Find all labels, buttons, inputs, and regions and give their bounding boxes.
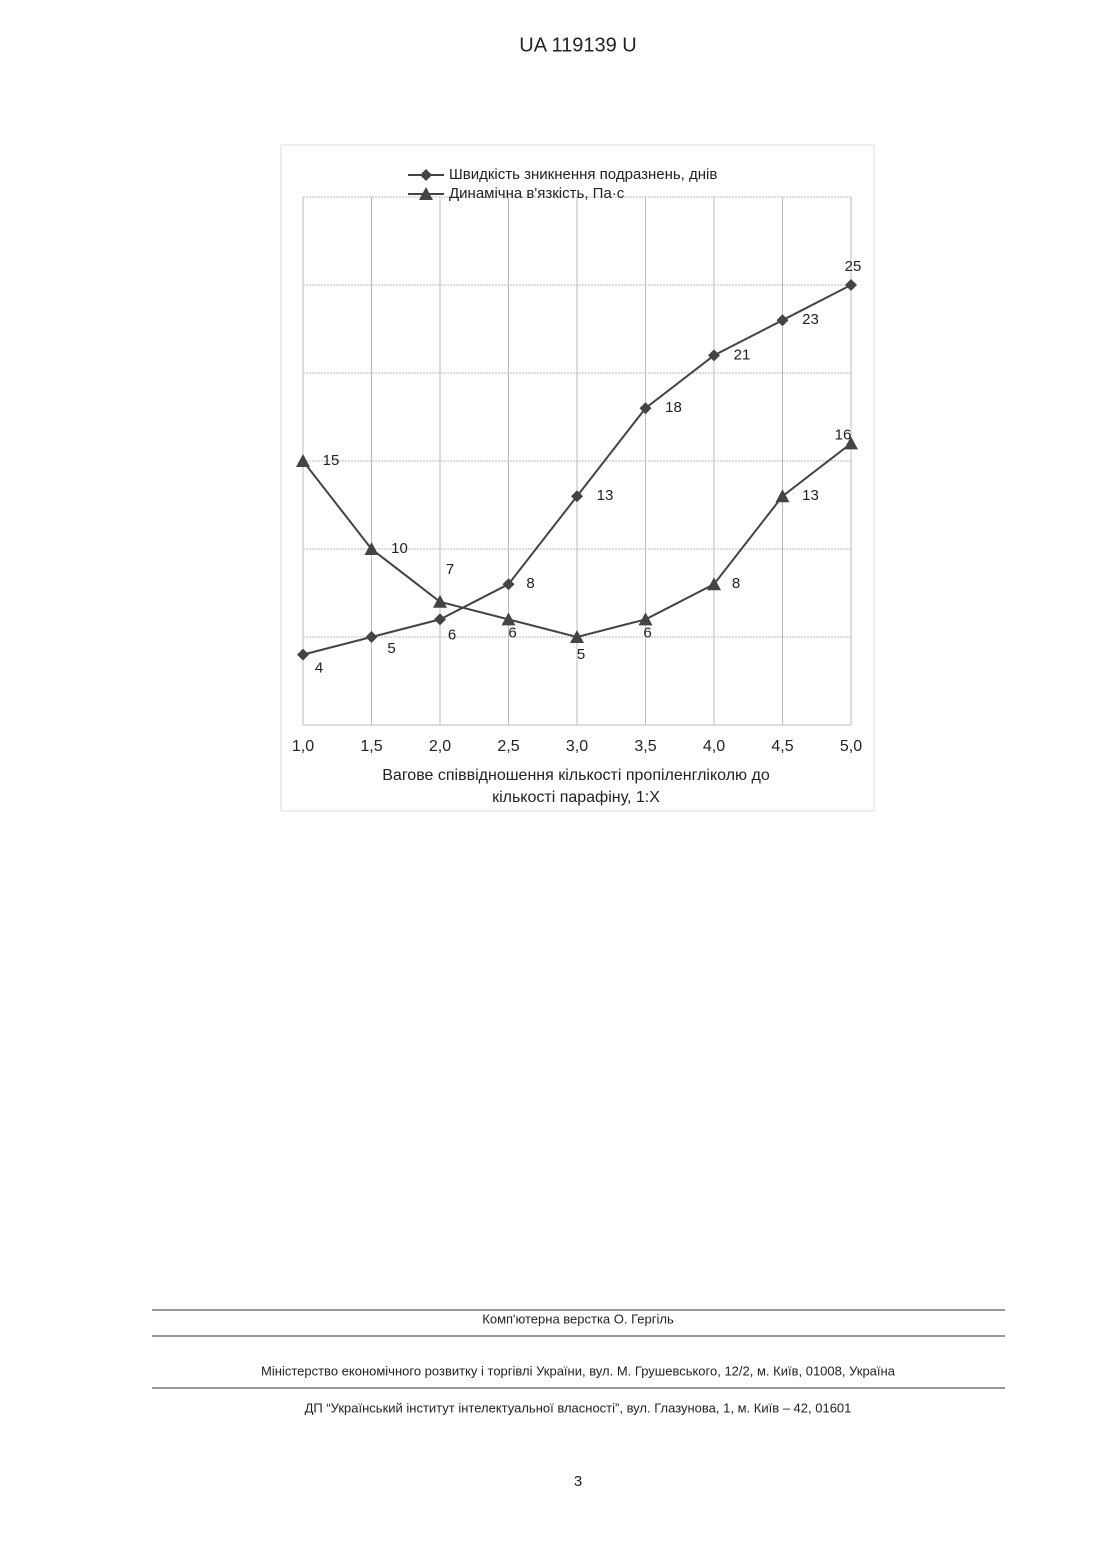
document: UA 119139 U Комп'ютерна верстка О. Гергі… <box>0 0 1101 1557</box>
data-label: 8 <box>526 575 534 592</box>
institute: ДП “Український інститут інтелектуальної… <box>305 1400 852 1415</box>
data-label: 8 <box>732 575 740 592</box>
x-tick-label: 1,0 <box>292 738 314 755</box>
point <box>297 649 309 661</box>
data-label: 6 <box>643 624 651 641</box>
point <box>433 595 447 608</box>
data-label: 25 <box>845 258 862 275</box>
data-label: 6 <box>448 626 456 643</box>
data-label: 16 <box>835 426 852 443</box>
point <box>434 613 446 625</box>
legend-label: Швидкість зникнення подразнень, днів <box>449 166 717 183</box>
x-tick-label: 4,0 <box>703 738 725 755</box>
data-label: 18 <box>665 399 682 416</box>
header: UA 119139 U <box>519 34 637 56</box>
data-label: 13 <box>802 487 819 504</box>
legend-marker <box>420 169 432 181</box>
data-label: 7 <box>446 561 454 578</box>
x-tick-label: 2,5 <box>497 738 519 755</box>
x-tick-label: 5,0 <box>840 738 862 755</box>
x-tick-label: 3,5 <box>634 738 656 755</box>
point <box>845 279 857 291</box>
page-number: 3 <box>574 1473 582 1490</box>
data-label: 6 <box>508 624 516 641</box>
data-label: 10 <box>391 540 408 557</box>
data-label: 21 <box>734 346 751 363</box>
data-label: 13 <box>597 487 614 504</box>
point <box>366 631 378 643</box>
data-label: 15 <box>323 452 340 469</box>
data-label: 5 <box>387 640 395 657</box>
data-label: 5 <box>577 646 585 663</box>
legend-label: Динамічна в'язкість, Па·с <box>449 185 625 202</box>
x-tick-label: 1,5 <box>360 738 382 755</box>
point <box>776 489 790 502</box>
layout-credit: Комп'ютерна верстка О. Гергіль <box>482 1311 674 1326</box>
x-tick-label: 4,5 <box>771 738 793 755</box>
data-label: 23 <box>802 311 819 328</box>
x-tick-label: 3,0 <box>566 738 588 755</box>
x-axis-title: Вагове співвідношення кількості пропілен… <box>382 767 770 784</box>
page: UA 119139 U Комп'ютерна верстка О. Гергі… <box>0 0 1101 1557</box>
data-label: 4 <box>315 660 323 677</box>
x-axis-title: кількості парафіну, 1:X <box>492 789 660 806</box>
x-tick-label: 2,0 <box>429 738 451 755</box>
point <box>777 314 789 326</box>
ministry: Міністерство економічного розвитку і тор… <box>261 1363 896 1378</box>
